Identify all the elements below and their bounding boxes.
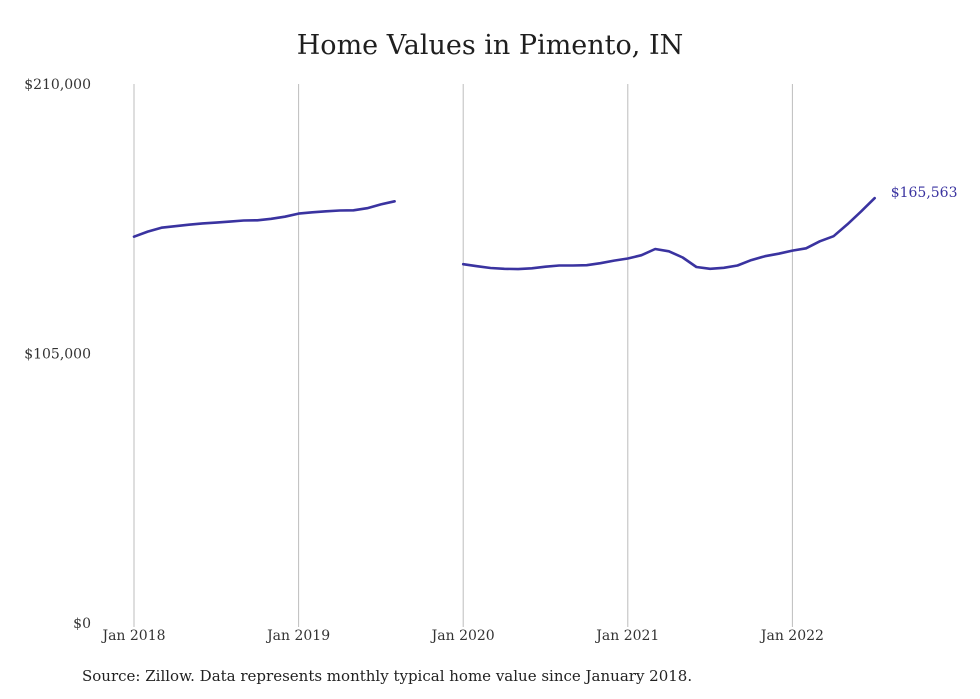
y-tick-label: $0 xyxy=(73,616,91,632)
x-axis: Jan 2018 Jan 2019 Jan 2020 Jan 2021 Jan 2022 xyxy=(100,628,823,644)
source-note: Source: Zillow. Data represents monthly … xyxy=(82,667,693,685)
x-tick-label: Jan 2019 xyxy=(265,628,330,644)
x-tick-label: Jan 2021 xyxy=(594,628,659,644)
end-value-label: $165,563 xyxy=(891,185,958,201)
y-tick-label: $105,000 xyxy=(24,347,91,363)
y-axis: $0 $105,000 $210,000 xyxy=(24,77,91,632)
y-tick-label: $210,000 xyxy=(24,77,91,93)
data-labels: $165,563 xyxy=(891,185,958,201)
gridlines xyxy=(133,84,793,627)
x-tick-label: Jan 2022 xyxy=(759,628,824,644)
series-line-segment xyxy=(132,200,396,238)
x-tick-label: Jan 2018 xyxy=(100,628,165,644)
chart-title: Home Values in Pimento, IN xyxy=(296,30,684,61)
series-line xyxy=(132,196,876,271)
x-tick-label: Jan 2020 xyxy=(430,628,495,644)
series-line-segment xyxy=(461,196,876,271)
